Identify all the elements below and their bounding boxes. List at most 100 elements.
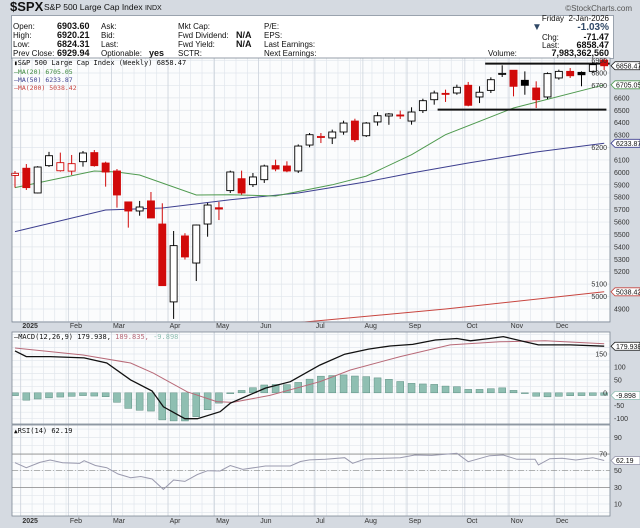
date-axis-label: 2025 [22,323,38,330]
ma20-tag-box [610,80,640,90]
macd-hist-bar [532,392,540,397]
ma50-line [14,142,605,233]
macd-lines [14,335,605,420]
macd-hist-bar [555,392,563,397]
candle [305,132,314,148]
macd-hist-bar [351,375,359,394]
macd-hist-bar [521,392,529,394]
candle-body [362,122,371,137]
candle [577,71,586,87]
macd-hist-bar [90,392,99,397]
candle [600,58,609,70]
price-tick-label: 5900 [614,182,630,189]
date-axis-label: Aug [364,323,377,330]
price-panel-grid [12,58,610,322]
candle-body [316,136,325,138]
candle [271,159,280,172]
date-axis-label: Nov [511,518,524,525]
volume-value: 7,983,362,560 [551,48,609,58]
quote-date-value: 2-Jan-2026 [568,14,609,23]
candle [566,68,575,78]
brand-logo[interactable]: ©StockCharts.com [565,4,632,13]
pct-change: -1.03% [577,22,609,33]
candle [316,132,325,144]
price-tick-label: 6200 [591,145,607,152]
macd-panel-border [11,331,611,425]
candle-body [543,73,552,98]
candle-body [135,206,144,212]
macd-hist-bar [441,385,450,394]
price-tick-label: 6000 [614,170,630,177]
rsi-legend: ▲RSI(14) 62.19 [14,427,72,436]
ma200-tag-text: 5038.42 [616,289,640,296]
candle [520,71,529,95]
legend-ma50: —MA(50) 6233.87 [14,76,73,84]
ma200-line [299,291,605,322]
title-bar: $SPX S&P 500 Large Cap Index INDX ©Stock… [0,0,640,14]
candle [373,112,382,126]
high-value: 6920.21 [57,30,90,40]
candle [475,86,484,104]
prev-close-label: Prev Close: [13,49,55,58]
rsi-icon: ▲ [14,428,18,435]
macd-tag-text: 179.938 [616,344,640,351]
macd-signal-label: 189.835, [115,333,149,341]
candle [124,201,133,228]
candle [11,170,19,188]
macd-hist-bar [33,392,42,400]
candle-body [520,79,529,86]
macd-hist-bar [453,386,461,394]
down-triangle-icon: ▼ [532,22,542,33]
candle [350,118,359,142]
candle-body [192,224,201,264]
low-label: Low: [13,40,30,49]
last-earnings-label: Last Earnings: [264,40,316,49]
exchange: INDX [144,5,162,12]
candle-body [11,172,19,176]
fwd-yield-value: N/A [236,39,252,49]
date-axis-label: Apr [170,323,182,330]
macd-hist-tag: -9.898 [610,390,640,400]
candle-body [441,92,450,95]
candle [452,84,461,95]
candle-body [373,115,382,123]
macd-hist-tag-box [610,390,640,400]
candle [226,170,235,193]
candle-body [101,162,110,173]
ma200-tag: 5038.42 [610,287,640,296]
legend-ma200: —MA(200) 5038.42 [14,84,77,92]
macd-label: MACD(12,26,9) 179.938, [18,333,111,341]
volume-label: Volume: [488,49,517,58]
ma50-tag-text: 6233.87 [616,141,640,148]
macd-hist-bar [237,390,246,394]
ma20-tag-text: 6705.05 [616,82,640,89]
date-axis-label: Jun [260,518,271,525]
candle [543,72,552,100]
candle [430,90,439,105]
macd-hist-bar [215,392,223,404]
macd-hist-bar [396,381,404,394]
legend-ma20: —MA(20) 6705.05 [14,68,73,76]
fwd-yield-label: Fwd Yield: [178,40,215,49]
macd-hist-bar [113,392,121,403]
candle-body [90,152,99,167]
candle-body [294,145,303,172]
macd-panel-bg [12,332,610,424]
macd-hist-bar [22,392,31,401]
rsi-tag-box [610,456,640,465]
candle [486,77,495,93]
date-axis-label: Mar [113,323,126,330]
candle-body [396,114,405,117]
candle-body [532,87,541,101]
macd-hist-bar [543,392,552,398]
candle [418,98,427,113]
date-axis-label: Sep [409,323,422,330]
candle-body [305,134,314,146]
macd-panel-grid [12,332,610,424]
price-legend-title: ▮S&P 500 Large Cap Index (Weekly) 6858.4… [14,59,186,68]
price-tick-label: 6600 [614,95,630,102]
macd-hist-bar [226,392,235,394]
price-tick-label: 5800 [614,195,630,202]
price-legend: ▮S&P 500 Large Cap Index (Weekly) 6858.4… [14,59,186,92]
